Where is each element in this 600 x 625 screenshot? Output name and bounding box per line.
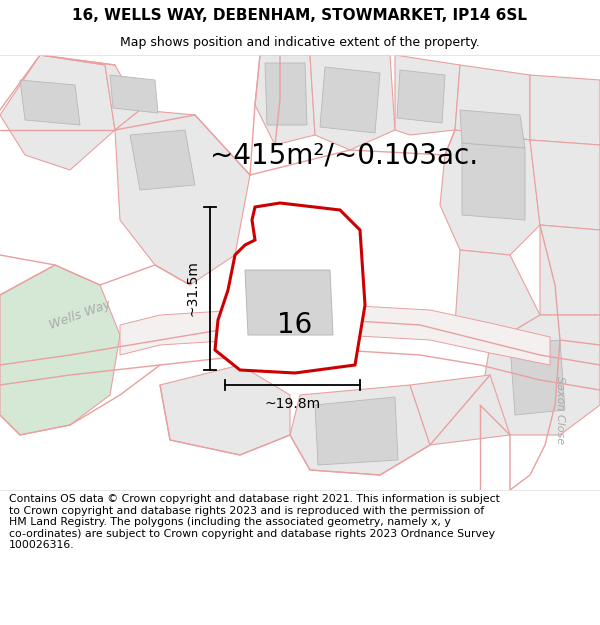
Polygon shape — [395, 55, 460, 135]
Polygon shape — [462, 143, 525, 220]
Text: Map shows position and indicative extent of the property.: Map shows position and indicative extent… — [120, 36, 480, 49]
Polygon shape — [397, 70, 445, 123]
Polygon shape — [455, 250, 540, 345]
Polygon shape — [310, 55, 395, 150]
Text: Wells Way: Wells Way — [272, 334, 338, 356]
Polygon shape — [455, 65, 530, 140]
Polygon shape — [110, 75, 158, 113]
Text: 16: 16 — [277, 311, 313, 339]
Text: Wells Way: Wells Way — [47, 298, 112, 332]
Polygon shape — [320, 67, 380, 133]
Text: Saxon Close: Saxon Close — [555, 376, 565, 444]
Polygon shape — [510, 340, 565, 415]
Polygon shape — [540, 225, 600, 315]
Polygon shape — [315, 397, 398, 465]
Polygon shape — [160, 365, 290, 455]
Polygon shape — [530, 140, 600, 230]
Polygon shape — [440, 130, 540, 255]
Polygon shape — [215, 203, 365, 373]
Polygon shape — [20, 80, 80, 125]
Polygon shape — [480, 315, 600, 435]
Polygon shape — [255, 55, 315, 145]
Polygon shape — [40, 55, 140, 130]
Polygon shape — [0, 265, 120, 435]
Polygon shape — [530, 75, 600, 145]
Polygon shape — [410, 375, 510, 445]
Text: ~19.8m: ~19.8m — [265, 397, 320, 411]
Polygon shape — [290, 385, 430, 475]
Polygon shape — [460, 110, 525, 148]
Text: ~415m²/~0.103ac.: ~415m²/~0.103ac. — [210, 141, 478, 169]
Polygon shape — [245, 270, 333, 335]
Polygon shape — [0, 55, 115, 170]
Polygon shape — [120, 305, 550, 365]
Polygon shape — [130, 130, 195, 190]
Text: Contains OS data © Crown copyright and database right 2021. This information is : Contains OS data © Crown copyright and d… — [9, 494, 500, 551]
Polygon shape — [115, 110, 250, 285]
Text: 16, WELLS WAY, DEBENHAM, STOWMARKET, IP14 6SL: 16, WELLS WAY, DEBENHAM, STOWMARKET, IP1… — [73, 8, 527, 23]
Text: ~31.5m: ~31.5m — [186, 261, 200, 316]
Polygon shape — [265, 63, 307, 125]
